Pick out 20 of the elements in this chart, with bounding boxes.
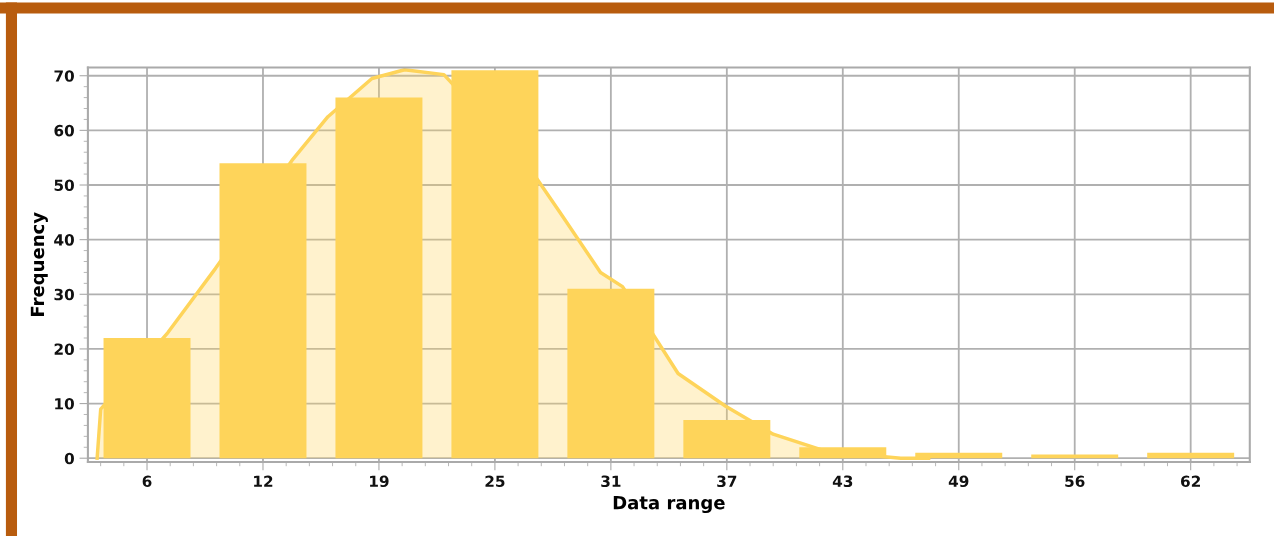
y-tick-label: 40 xyxy=(54,234,74,246)
y-tick-label: 10 xyxy=(55,398,74,410)
y-tick-label: 30 xyxy=(54,288,74,301)
x-tick-label: 12 xyxy=(254,475,273,487)
x-tick-label: 31 xyxy=(601,475,621,488)
y-tick-label: 20 xyxy=(54,343,74,355)
x-axis-title: Data range xyxy=(613,495,725,514)
x-tick-label: 62 xyxy=(1181,475,1200,488)
y-tick-label: 0 xyxy=(64,452,74,465)
x-tick-label: 6 xyxy=(142,475,152,488)
x-tick-label: 43 xyxy=(832,475,853,488)
y-axis-title: Frequency xyxy=(30,212,48,316)
x-tick-label: 25 xyxy=(485,475,505,488)
y-tick-label: 60 xyxy=(54,124,74,137)
y-tick-label: 50 xyxy=(54,179,74,192)
x-tick-label: 19 xyxy=(370,475,389,488)
x-tick-label: 49 xyxy=(948,475,969,488)
x-tick-label: 37 xyxy=(717,475,737,488)
y-tick-label: 70 xyxy=(54,70,74,82)
x-tick-label: 56 xyxy=(1065,475,1085,488)
